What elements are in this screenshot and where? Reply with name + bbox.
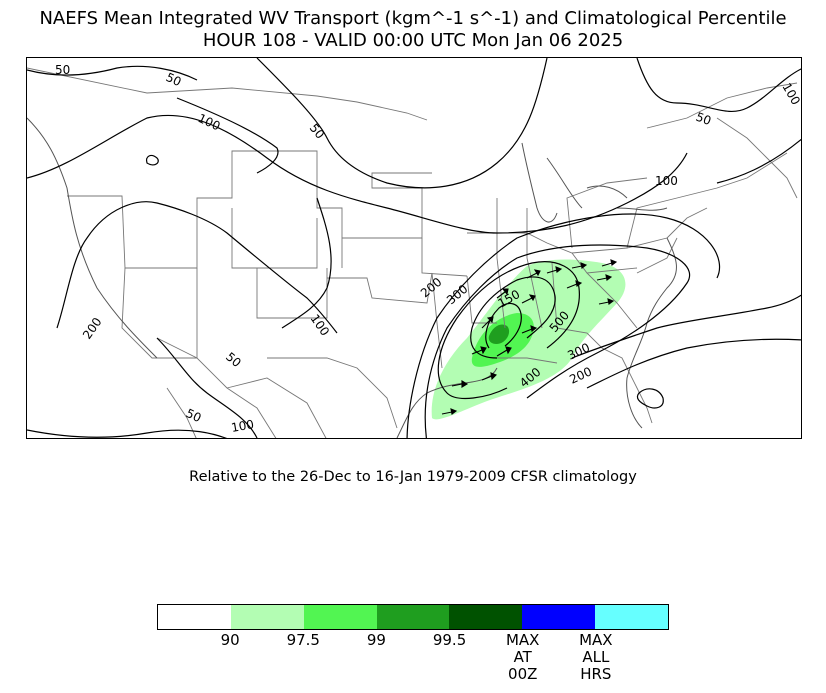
- colorbar-segment: [522, 605, 596, 629]
- ivt-vectors: [441, 259, 618, 415]
- colorbar-segment: [376, 605, 450, 629]
- contour-50-east: [636, 58, 801, 113]
- contour-300-gulf: [424, 244, 691, 438]
- vector-arrow: [496, 288, 509, 299]
- vector-arrow: [598, 298, 615, 305]
- vector-arrow: [526, 269, 541, 279]
- contour-label: 50: [694, 110, 713, 128]
- contour-label: 200: [418, 275, 445, 300]
- percentile-colorbar: [157, 604, 669, 630]
- contour-label: 50: [307, 121, 328, 142]
- contour-100-central: [27, 114, 688, 234]
- percentile-shading: [431, 259, 626, 420]
- contour-closed-se: [636, 388, 664, 409]
- colorbar-tick-label: 90: [220, 631, 240, 649]
- contour-400: [437, 261, 580, 399]
- contour-label: 100: [655, 174, 678, 188]
- shade-99: [488, 324, 510, 344]
- vector-arrow: [496, 346, 512, 357]
- vector-arrow: [441, 408, 458, 415]
- climatology-note: Relative to the 26-Dec to 16-Jan 1979-20…: [189, 469, 637, 485]
- contour-label: 100: [779, 81, 802, 108]
- contour-100-south: [281, 197, 332, 329]
- vector-arrow: [596, 274, 613, 281]
- contour-closed-wv: [146, 154, 159, 166]
- colorbar-tick-label: 97.5: [286, 631, 320, 649]
- contour-500: [470, 276, 556, 359]
- vector-arrow: [571, 262, 588, 269]
- contour-100-east: [716, 138, 801, 184]
- state-boundaries: [27, 67, 798, 438]
- contour-south-mex: [156, 337, 258, 438]
- ivt-map: 50 50 100 50 100 50 100 200 100 50 50 10…: [26, 57, 802, 439]
- vector-arrow: [521, 294, 536, 304]
- contour-label: 50: [164, 70, 184, 89]
- colorbar-segment: [303, 605, 377, 629]
- contour-50-northwest: [27, 65, 198, 81]
- contour-label: 50: [223, 350, 244, 371]
- ivt-contours: [27, 58, 801, 438]
- chart-valid-time: HOUR 108 - VALID 00:00 UTC Mon Jan 06 20…: [202, 30, 624, 51]
- colorbar-segment: [230, 605, 304, 629]
- contour-label: 100: [230, 417, 255, 435]
- contour-150: [485, 302, 522, 349]
- colorbar-tick-label: 99: [366, 631, 386, 649]
- map-canvas: 50 50 100 50 100 50 100 200 100 50 50 10…: [27, 58, 802, 438]
- colorbar-tick-label: 99.5: [432, 631, 467, 649]
- contour-200-southeast: [586, 338, 801, 389]
- contour-label: 50: [184, 406, 204, 425]
- vector-arrow: [451, 380, 469, 388]
- colorbar-tick-label: MAX ALL HRS: [579, 631, 613, 683]
- chart-title: NAEFS Mean Integrated WV Transport (kgm^…: [39, 8, 787, 29]
- contour-300-south: [571, 294, 801, 359]
- vector-arrow: [481, 372, 497, 381]
- contour-100-west: [176, 97, 279, 174]
- vector-arrow: [471, 346, 487, 355]
- contour-label: 100: [308, 312, 333, 339]
- vector-arrow: [481, 316, 494, 329]
- contour-label: 50: [55, 63, 70, 77]
- contour-sw-100: [27, 429, 227, 438]
- colorbar-tick-label: MAX AT 00Z: [505, 631, 540, 683]
- contour-label: 200: [80, 315, 105, 342]
- vector-arrow: [601, 259, 618, 267]
- colorbar-segment: [595, 605, 669, 629]
- colorbar-segment: [158, 605, 231, 629]
- colorbar-segment: [449, 605, 523, 629]
- vector-arrow: [521, 325, 538, 334]
- contour-200-west: [56, 201, 338, 334]
- vector-arrow: [566, 280, 583, 289]
- vector-arrow: [546, 266, 563, 274]
- contour-50-north: [256, 58, 548, 189]
- contour-200-gulf: [406, 213, 721, 438]
- contour-label: 100: [196, 111, 223, 133]
